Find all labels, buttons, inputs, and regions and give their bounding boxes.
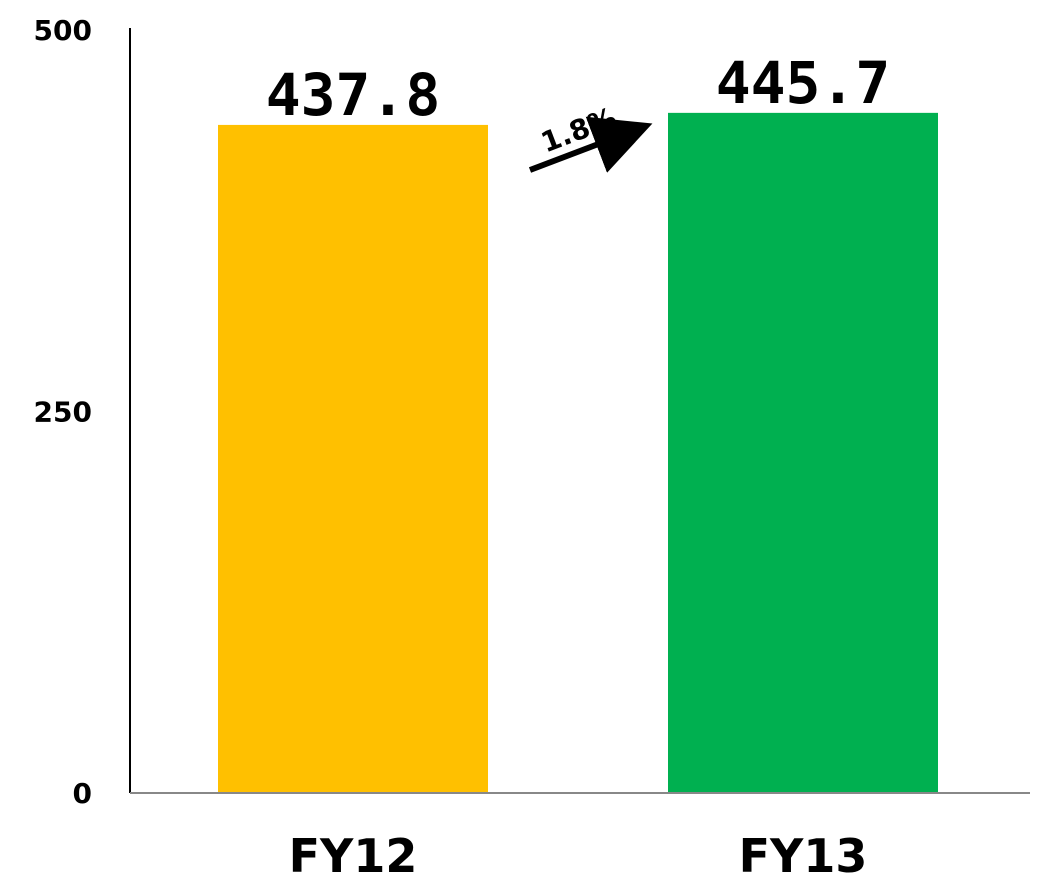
- category-label: FY12: [289, 829, 418, 879]
- y-tick-labels: 0 250 500: [34, 14, 92, 810]
- bars-layer: [218, 112, 938, 794]
- value-label: 437.8: [266, 61, 441, 129]
- growth-arrow-icon: [528, 116, 653, 173]
- category-labels: FY12 FY13: [289, 829, 868, 879]
- value-labels: 437.8 445.7: [266, 49, 891, 129]
- y-tick-label: 500: [34, 14, 92, 47]
- y-tick-label: 0: [73, 777, 92, 810]
- category-label: FY13: [739, 829, 868, 879]
- bar-fy13: [668, 112, 938, 793]
- growth-annotation: 1.8%: [528, 101, 653, 173]
- bar-fy12: [218, 124, 488, 794]
- value-label: 445.7: [716, 49, 891, 117]
- y-tick-label: 250: [34, 396, 92, 429]
